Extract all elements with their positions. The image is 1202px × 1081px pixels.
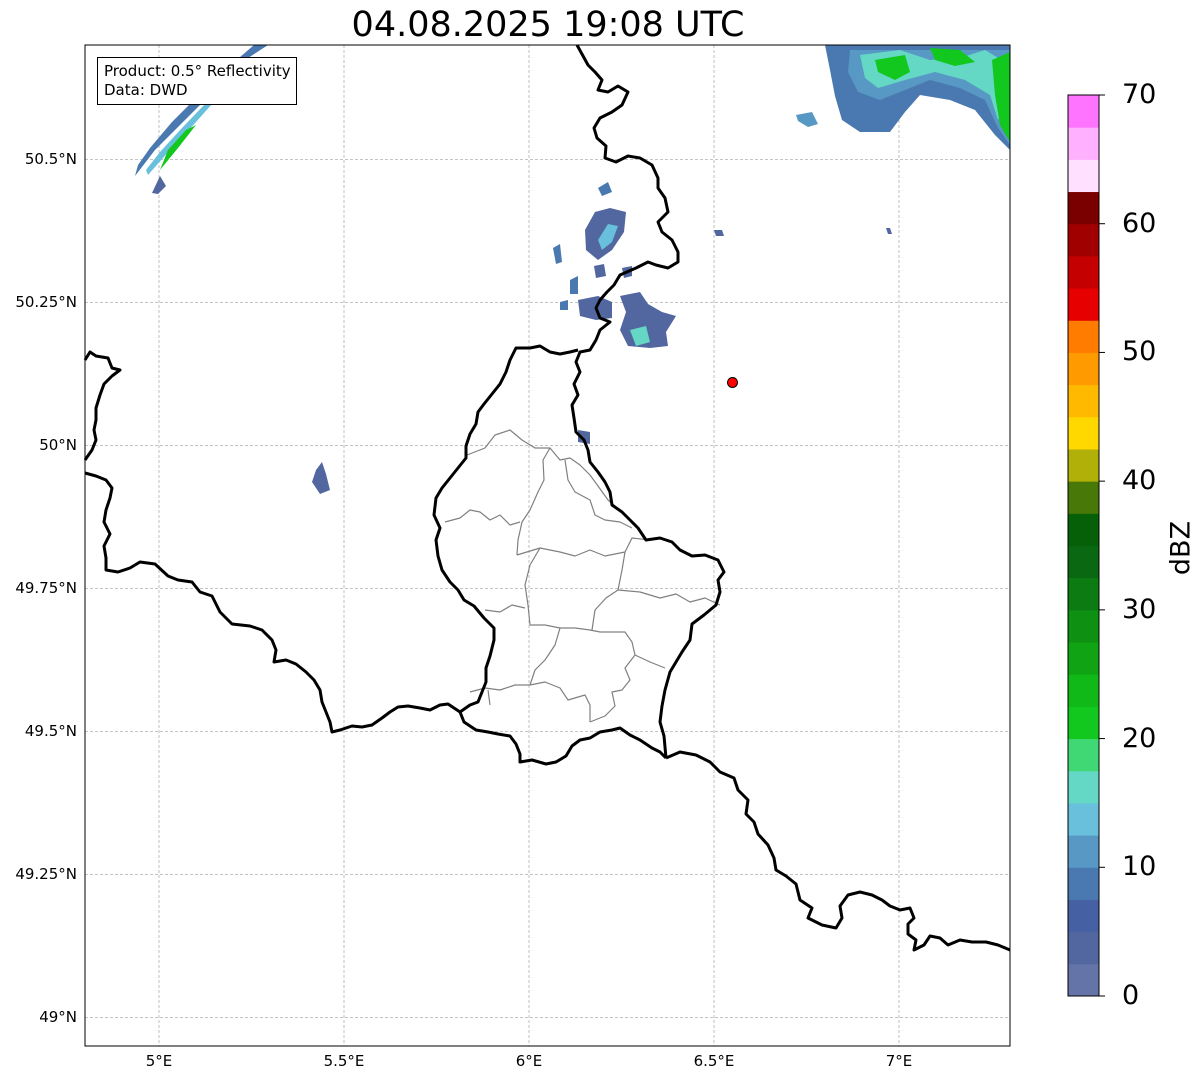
colorbar-segment (1068, 802, 1099, 836)
lat-tick-label: 50.25°N (15, 293, 77, 312)
echo-cell-northeast (796, 45, 1010, 150)
lon-tick-label: 5°E (145, 1052, 173, 1070)
colorbar-segment (1068, 320, 1099, 353)
lon-tick-label: 7°E (885, 1052, 913, 1070)
map-title: 04.08.2025 19:08 UTC (351, 5, 745, 45)
colorbar-segment (1068, 223, 1099, 257)
colorbar-tick-label: 20 (1122, 722, 1157, 754)
colorbar-tick-label: 60 (1122, 207, 1157, 239)
lat-tick-label: 50°N (39, 436, 77, 455)
lon-tick-label: 6°E (515, 1052, 543, 1070)
lat-tick-label: 49.25°N (15, 865, 77, 884)
echo-cell-central (553, 182, 892, 444)
colorbar-segment (1068, 577, 1099, 611)
colorbar-segment (1068, 127, 1099, 160)
radar-site-marker (727, 376, 738, 388)
colorbar-tick-label: 40 (1122, 465, 1157, 497)
colorbar-segment (1068, 867, 1099, 900)
colorbar-segment (1068, 95, 1099, 128)
colorbar-segment (1068, 931, 1099, 965)
colorbar-tick-label: 10 (1122, 851, 1157, 883)
lat-tick-label: 49°N (39, 1008, 77, 1027)
colorbar-segment (1068, 770, 1099, 804)
colorbar-segment (1068, 609, 1099, 643)
map-border (84, 44, 1011, 1047)
colorbar-segment (1068, 545, 1099, 579)
colorbar-tick-label: 30 (1122, 593, 1157, 625)
echo-cell-west (312, 462, 330, 494)
colorbar-segment (1068, 448, 1099, 482)
colorbar-segment (1068, 899, 1099, 933)
colorbar-segment (1068, 674, 1099, 707)
lat-tick-label: 49.75°N (15, 579, 77, 598)
data-source-text: Data: DWD (104, 81, 188, 99)
colorbar-segment (1068, 835, 1099, 868)
colorbar-tick-label: 50 (1122, 336, 1157, 368)
colorbar-tick-label: 70 (1122, 79, 1157, 110)
country-borders (83, 44, 1011, 952)
colorbar-segment (1068, 416, 1099, 450)
colorbar-outline (1067, 94, 1100, 997)
colorbar-tick-label: 0 (1122, 980, 1140, 1011)
district-borders (444, 429, 721, 723)
lon-tick-label: 5.5°E (323, 1052, 365, 1070)
colorbar-segment (1068, 513, 1099, 546)
info-box: Product: 0.5° Reflectivity Data: DWD (97, 57, 297, 105)
lat-tick-label: 49.5°N (24, 722, 77, 741)
radar-echoes (135, 45, 1010, 494)
colorbar-label: dBZ (1165, 520, 1197, 576)
colorbar-segment (1068, 384, 1099, 418)
product-text: Product: 0.5° Reflectivity (104, 62, 291, 80)
colorbar-segment (1068, 159, 1099, 193)
lat-tick-label: 50.5°N (24, 150, 77, 169)
colorbar-segment (1068, 288, 1099, 321)
colorbar-segment (1068, 706, 1099, 740)
colorbar-segment (1068, 642, 1099, 675)
colorbar-segment (1068, 255, 1099, 289)
colorbar-segment (1068, 963, 1099, 997)
colorbar-segment (1068, 191, 1099, 225)
lon-tick-label: 6.5°E (693, 1052, 735, 1070)
map-frame (84, 44, 1011, 1047)
colorbar-segment (1068, 481, 1099, 514)
colorbar (1067, 94, 1105, 997)
gridlines (85, 45, 1010, 1046)
colorbar-segment (1068, 738, 1099, 772)
colorbar-segment (1068, 352, 1099, 386)
